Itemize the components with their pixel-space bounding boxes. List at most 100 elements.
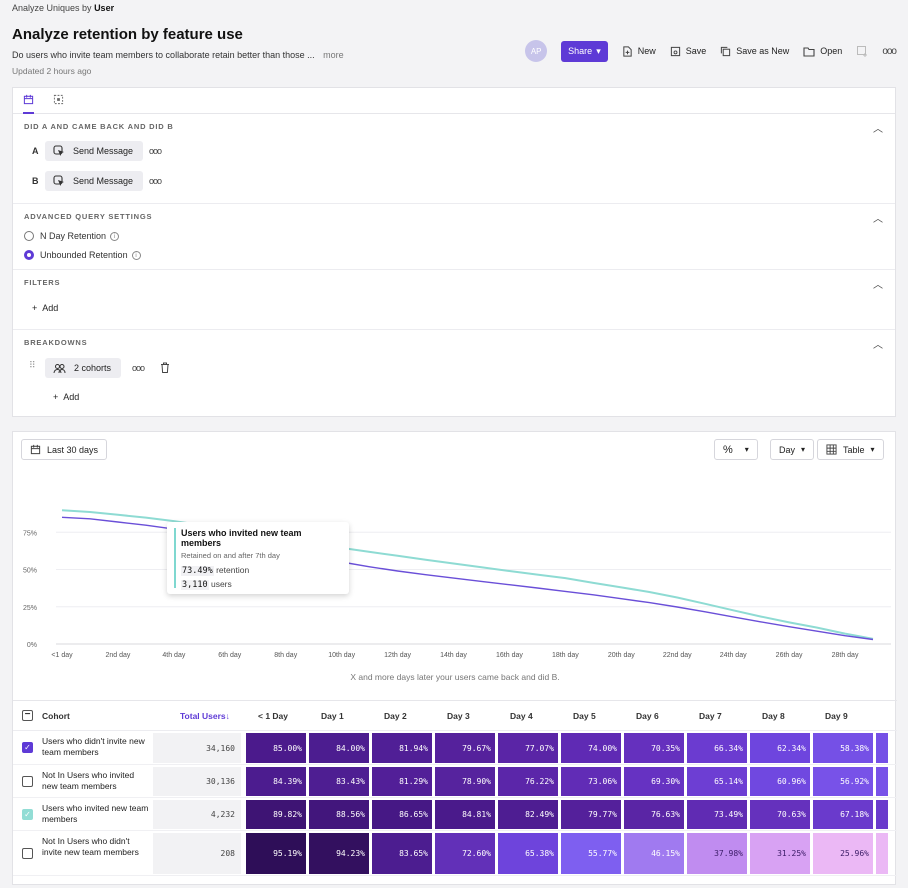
chevron-up-icon[interactable]: ︿ (873, 124, 883, 135)
retention-cell[interactable]: 88.56% (309, 800, 369, 829)
retention-cell[interactable]: 46.15% (624, 833, 684, 874)
retention-cell[interactable]: 55.77% (561, 833, 621, 874)
row-checkbox[interactable]: ✓ (22, 808, 33, 820)
chevron-up-icon[interactable]: ︿ (873, 280, 883, 291)
table-row[interactable]: Not In Users who didn't invite new team … (13, 831, 897, 876)
row-checkbox[interactable]: ✓ (22, 742, 33, 753)
add-filter-button[interactable]: + Add (32, 303, 58, 313)
open-button[interactable]: Open (803, 46, 842, 57)
percent-toggle[interactable]: % ▾ (714, 439, 758, 460)
retention-cell[interactable]: 37.98% (687, 833, 747, 874)
avatar[interactable]: AP (525, 40, 548, 62)
retention-cell[interactable]: 86.65% (372, 800, 432, 829)
table-row[interactable]: ✓ Users who didn't invite new team member… (13, 731, 897, 765)
retention-cell[interactable]: 84.39% (246, 767, 306, 796)
tab-selection-view[interactable] (53, 94, 64, 108)
retention-cell[interactable]: 73.49% (687, 800, 747, 829)
retention-cell[interactable]: 67.18% (813, 800, 873, 829)
retention-cell[interactable]: 82.49% (498, 800, 558, 829)
view-select[interactable]: Table ▾ (817, 439, 884, 460)
page-title[interactable]: Analyze retention by feature use (12, 26, 243, 43)
retention-cell[interactable]: 83.43% (309, 767, 369, 796)
trash-icon[interactable] (160, 362, 170, 373)
col-day-header[interactable]: Day 4 (510, 711, 533, 721)
retention-cell[interactable]: 58.38% (813, 733, 873, 763)
more-link[interactable]: more (323, 50, 344, 60)
info-icon[interactable]: i (110, 232, 120, 242)
unbounded-option[interactable]: Unbounded Retention i (40, 250, 141, 261)
unit-select[interactable]: Day ▾ (770, 439, 815, 460)
retention-cell[interactable]: 62.34% (750, 733, 810, 763)
retention-cell[interactable]: 85.00% (246, 733, 306, 763)
n-day-option[interactable]: N Day Retention i (40, 231, 120, 242)
retention-cell[interactable]: 65.38% (498, 833, 558, 874)
info-icon[interactable]: i (131, 251, 141, 261)
row-checkbox[interactable] (22, 847, 33, 859)
col-day-header[interactable]: Day 6 (636, 711, 659, 721)
col-day-header[interactable]: Day 3 (447, 711, 470, 721)
drag-handle-icon[interactable]: ⠿ (29, 360, 36, 370)
retention-cell[interactable]: 79.77% (561, 800, 621, 829)
add-breakdown-button[interactable]: + Add (53, 392, 79, 402)
step-b-event[interactable]: Send Message (45, 171, 144, 191)
share-button[interactable]: Share ▾ (561, 40, 608, 62)
tab-calendar-view[interactable] (23, 94, 34, 114)
retention-cell[interactable]: 31.25% (750, 833, 810, 874)
save-as-new-button[interactable]: Save as New (720, 46, 789, 57)
retention-cell[interactable]: 76.63% (624, 800, 684, 829)
retention-cell[interactable]: 70.35% (624, 733, 684, 763)
retention-cell[interactable]: 89.82% (246, 800, 306, 829)
retention-cell[interactable]: 66.34% (687, 733, 747, 763)
date-range-button[interactable]: Last 30 days (21, 439, 108, 460)
retention-cell[interactable]: 84.00% (309, 733, 369, 763)
chevron-up-icon[interactable]: ︿ (873, 214, 883, 225)
n-day-radio[interactable] (24, 231, 34, 241)
retention-cell[interactable]: 79.67% (435, 733, 495, 763)
retention-cell[interactable]: 74.00% (561, 733, 621, 763)
retention-chart[interactable]: 0% 25% 50% 75% <1 day 2nd day 4th day 6th day 8t… (13, 468, 897, 700)
retention-cell[interactable]: 65.14% (687, 767, 747, 796)
retention-cell[interactable]: 70.63% (750, 800, 810, 829)
unbounded-radio[interactable] (24, 250, 34, 260)
cohorts-breakdown[interactable]: 2 cohorts (45, 358, 122, 378)
retention-cell[interactable]: 94.23% (309, 833, 369, 874)
retention-cell[interactable]: 81.29% (372, 767, 432, 796)
col-day-header[interactable]: Day 2 (384, 711, 407, 721)
retention-cell[interactable]: 95.19% (246, 833, 306, 874)
col-day-header[interactable]: Day 1 (321, 711, 344, 721)
retention-cell[interactable]: 78.90% (435, 767, 495, 796)
add-to-board-icon[interactable] (856, 45, 868, 57)
cohorts-more-icon[interactable]: ooo (132, 363, 145, 373)
col-day-header[interactable]: Day 5 (573, 711, 596, 721)
col-cohort[interactable]: Cohort (42, 711, 70, 721)
col-day-header[interactable]: Day 7 (699, 711, 722, 721)
step-a-event[interactable]: Send Message (45, 141, 144, 161)
retention-cell[interactable]: 56.92% (813, 767, 873, 796)
more-options-icon[interactable]: ooo (882, 45, 897, 57)
retention-cell[interactable]: 60.96% (750, 767, 810, 796)
retention-cell[interactable]: 72.60% (435, 833, 495, 874)
new-button[interactable]: New (622, 45, 656, 57)
save-button[interactable]: Save (670, 46, 706, 57)
chevron-up-icon[interactable]: ︿ (873, 340, 883, 351)
row-checkbox[interactable] (22, 775, 33, 787)
retention-cell[interactable]: 81.94% (372, 733, 432, 763)
retention-cell[interactable]: 73.06% (561, 767, 621, 796)
retention-cell[interactable]: 76.22% (498, 767, 558, 796)
analyze-by-value[interactable]: User (94, 3, 115, 13)
col-total-users[interactable]: Total Users↓ (180, 711, 230, 721)
retention-cell[interactable]: 77.07% (498, 733, 558, 763)
step-a-more-icon[interactable]: ooo (149, 146, 162, 156)
step-b-more-icon[interactable]: ooo (149, 176, 162, 186)
table-row[interactable]: ✓ Users who invited new team members 4,232… (13, 798, 897, 831)
retention-cell[interactable]: 83.65% (372, 833, 432, 874)
col-day-header[interactable]: < 1 Day (258, 711, 289, 721)
step-b-letter: B (32, 176, 39, 186)
select-all-checkbox[interactable]: − (22, 710, 33, 721)
col-day-header[interactable]: Day 8 (762, 711, 785, 721)
retention-cell[interactable]: 84.81% (435, 800, 495, 829)
table-row[interactable]: Not In Users who invited new team member… (13, 765, 897, 798)
col-day-header[interactable]: Day 9 (825, 711, 848, 721)
retention-cell[interactable]: 25.96% (813, 833, 873, 874)
retention-cell[interactable]: 69.30% (624, 767, 684, 796)
